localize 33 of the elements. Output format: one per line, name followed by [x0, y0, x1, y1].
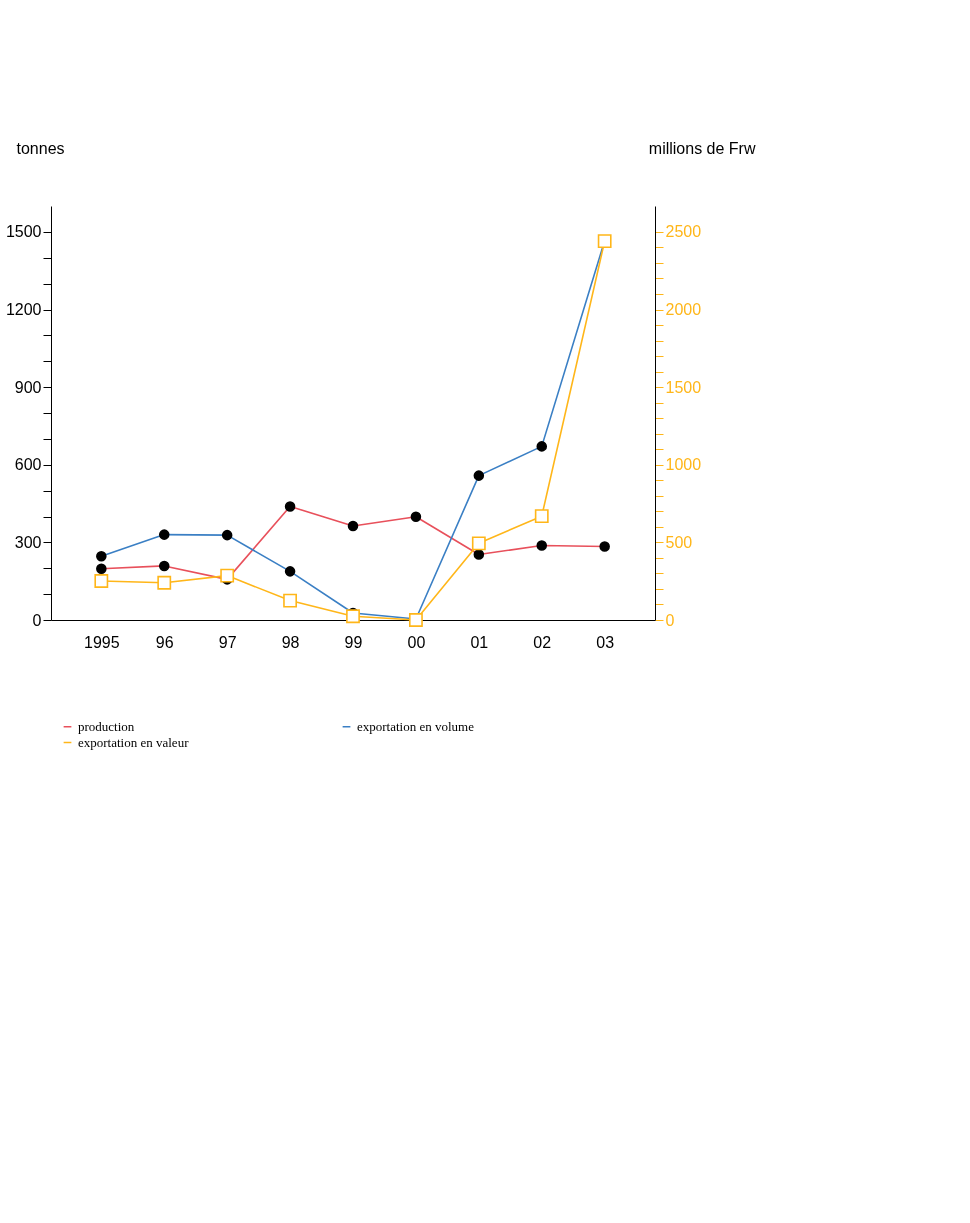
legend-label: exportation en valeur: [78, 734, 190, 750]
point: [157, 575, 172, 590]
y2-tick-label: 0: [665, 611, 675, 629]
x-tick-label: 97: [218, 633, 237, 651]
y-tick-label: 300: [14, 533, 42, 551]
x-tick-label: 00: [407, 633, 426, 651]
y-tick-label: 900: [14, 378, 42, 396]
x-tick-label: 02: [533, 633, 552, 651]
point: [534, 509, 549, 524]
legend-label: exportation en volume: [357, 718, 475, 734]
point: [220, 568, 235, 583]
y-tick-label: 1500: [5, 223, 42, 241]
y2-tick-label: 1500: [665, 378, 702, 396]
x-tick-label: 03: [596, 633, 615, 651]
x-tick-label: 1995: [84, 633, 120, 651]
point: [283, 593, 298, 608]
y2-tick-label: 2500: [665, 223, 702, 241]
x-tick-label: 99: [344, 633, 363, 651]
point: [346, 609, 360, 624]
point: [94, 574, 109, 588]
y-tick-label: 600: [14, 456, 42, 474]
legend-label: production: [78, 718, 135, 734]
y-axis-title: tonnes: [16, 139, 65, 157]
x-tick-label: 96: [155, 633, 174, 651]
point: [471, 536, 486, 551]
y-tick-label: 1200: [5, 301, 42, 318]
y2-axis-title: millions de Frw: [648, 139, 756, 157]
y2-tick-label: 2000: [665, 301, 702, 319]
x-tick-label: 98: [281, 633, 300, 651]
y2-tick-label: 500: [665, 533, 693, 551]
y-tick-label: 0: [32, 611, 42, 629]
y2-tick-label: 1000: [665, 456, 702, 474]
x-tick-label: 01: [470, 633, 489, 651]
